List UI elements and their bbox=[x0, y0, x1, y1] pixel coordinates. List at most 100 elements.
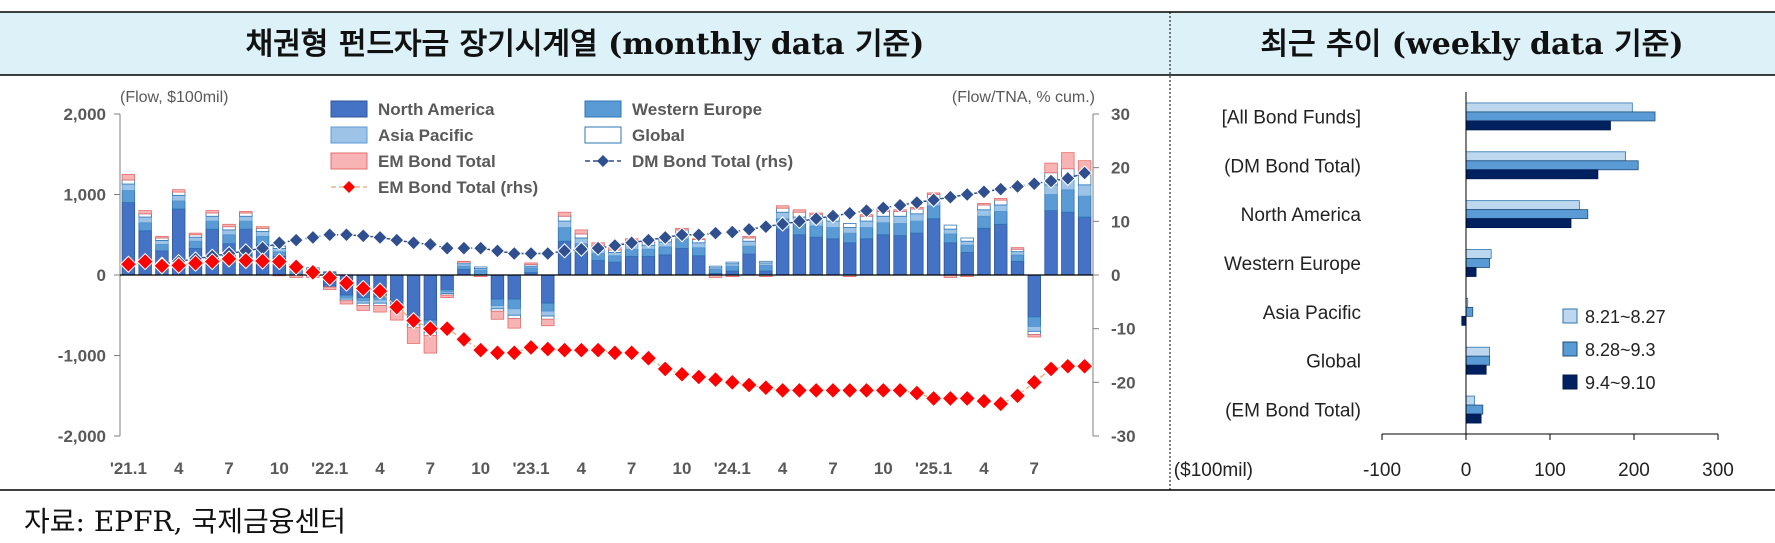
bar-em-bond-total bbox=[155, 235, 169, 239]
bar-western-europe bbox=[977, 215, 991, 229]
weekly-bar bbox=[1465, 413, 1482, 424]
weekly-tick-label: 0 bbox=[1461, 460, 1472, 481]
legend-label: EM Bond Total (rhs) bbox=[378, 178, 538, 197]
bar-western-europe bbox=[1044, 194, 1058, 212]
dm-bond-total-line-marker bbox=[976, 184, 992, 200]
bar-western-europe bbox=[742, 245, 756, 255]
monthly-chart: (Flow, $100mil) (Flow/TNA, % cum.) 2,000… bbox=[58, 89, 1136, 478]
bar-em-bond-total bbox=[457, 260, 471, 263]
em-bond-total-line-marker bbox=[992, 395, 1010, 413]
legend-label: DM Bond Total (rhs) bbox=[632, 152, 793, 171]
bar-north-america bbox=[624, 256, 639, 276]
dm-bond-total-line-marker bbox=[523, 245, 539, 262]
x-tick-label: 10 bbox=[874, 459, 893, 478]
dm-bond-total-line-marker bbox=[707, 225, 724, 241]
bar-north-america bbox=[1061, 211, 1075, 276]
weekly-bar bbox=[1465, 306, 1474, 317]
bar-em-bond-total bbox=[775, 205, 790, 209]
dm-bond-total-line-marker bbox=[1009, 178, 1026, 195]
bar-em-bond-total bbox=[406, 326, 421, 344]
bar-western-europe bbox=[960, 244, 974, 253]
bar-asia-pacific bbox=[155, 239, 169, 245]
dm-bond-total-line-marker bbox=[338, 227, 355, 243]
weekly-bar bbox=[1465, 346, 1490, 357]
x-tick-label: 7 bbox=[224, 459, 233, 478]
em-bond-total-line-marker bbox=[656, 360, 674, 378]
em-bond-total-line-marker bbox=[824, 381, 842, 400]
bar-asia-pacific bbox=[742, 240, 756, 247]
bar-em-bond-total bbox=[1061, 152, 1075, 170]
dm-bond-total-line-marker bbox=[691, 227, 707, 243]
bar-north-america bbox=[692, 255, 706, 276]
weekly-bar bbox=[1465, 218, 1572, 229]
legend-label: EM Bond Total bbox=[378, 152, 496, 171]
bar-north-america bbox=[960, 252, 974, 276]
bar-asia-pacific bbox=[893, 215, 907, 224]
bar-em-bond-total bbox=[239, 211, 253, 214]
dm-bond-total-line bbox=[128, 172, 1085, 266]
dm-bond-total-line-marker bbox=[858, 202, 875, 219]
dm-bond-total-line-marker bbox=[472, 240, 489, 256]
bar-north-america bbox=[1027, 274, 1041, 318]
em-bond-total-line-marker bbox=[723, 373, 742, 392]
em-bond-total-line-marker bbox=[673, 365, 691, 383]
bar-western-europe bbox=[893, 223, 907, 236]
category-label: Asia Pacific bbox=[1263, 303, 1361, 324]
bar-global bbox=[138, 213, 152, 218]
bar-global bbox=[172, 191, 186, 196]
weekly-bar bbox=[1465, 355, 1490, 366]
bar-north-america bbox=[994, 223, 1008, 276]
weekly-legend-label: 8.28~9.3 bbox=[1585, 340, 1656, 360]
bar-western-europe bbox=[1061, 189, 1075, 213]
weekly-legend-swatch bbox=[1562, 374, 1578, 390]
weekly-bar bbox=[1465, 102, 1633, 113]
bar-em-bond-total bbox=[557, 211, 572, 217]
weekly-tick-label: -100 bbox=[1363, 460, 1401, 481]
bar-asia-pacific bbox=[910, 213, 924, 222]
bar-western-europe bbox=[205, 220, 219, 230]
bar-western-europe bbox=[121, 190, 136, 203]
bar-asia-pacific bbox=[977, 209, 991, 217]
bar-western-europe bbox=[138, 222, 152, 232]
weekly-legend-swatch bbox=[1562, 308, 1578, 324]
source-note: 자료: EPFR, 국제금융센터 bbox=[24, 505, 346, 538]
bar-north-america bbox=[859, 238, 874, 276]
x-tick-label: '24.1 bbox=[714, 459, 751, 478]
em-bond-total-line-marker bbox=[757, 378, 775, 397]
right-tick-label: -30 bbox=[1111, 427, 1136, 446]
dm-bond-total-line-marker bbox=[271, 235, 288, 251]
bar-asia-pacific bbox=[188, 236, 203, 242]
x-tick-label: '25.1 bbox=[915, 459, 952, 478]
x-tick-label: 7 bbox=[426, 459, 435, 478]
legend-swatch bbox=[330, 126, 368, 144]
bar-north-america bbox=[1044, 210, 1058, 276]
category-label: Global bbox=[1306, 352, 1361, 373]
bar-western-europe bbox=[994, 211, 1008, 225]
dm-bond-total-line-marker bbox=[556, 243, 573, 259]
legend-label: Western Europe bbox=[632, 100, 762, 119]
bar-global bbox=[725, 261, 740, 265]
bar-north-america bbox=[608, 261, 622, 276]
bar-western-europe bbox=[708, 268, 723, 274]
weekly-x-unit: ($100mil) bbox=[1174, 460, 1253, 481]
bar-em-bond-total bbox=[138, 210, 152, 215]
weekly-tick-label: 100 bbox=[1534, 460, 1566, 481]
right-axis-unit: (Flow/TNA, % cum.) bbox=[952, 89, 1095, 106]
bar-north-america bbox=[893, 235, 907, 276]
right-tick-label: 10 bbox=[1111, 212, 1130, 231]
bar-western-europe bbox=[524, 267, 538, 273]
bar-north-america bbox=[507, 274, 521, 300]
bar-global bbox=[222, 226, 236, 231]
category-label: (DM Bond Total) bbox=[1224, 156, 1361, 177]
bar-em-bond-total bbox=[373, 305, 387, 313]
bar-north-america bbox=[725, 270, 740, 276]
em-bond-total-line-marker bbox=[404, 311, 423, 330]
em-bond-total-line-marker bbox=[371, 282, 389, 300]
category-label: North America bbox=[1241, 205, 1362, 226]
x-tick-label: 7 bbox=[627, 459, 636, 478]
weekly-tick-label: 300 bbox=[1702, 460, 1734, 481]
bar-western-europe bbox=[507, 298, 521, 310]
bar-north-america bbox=[457, 268, 471, 276]
weekly-bar bbox=[1465, 111, 1656, 122]
bar-global bbox=[994, 199, 1008, 206]
